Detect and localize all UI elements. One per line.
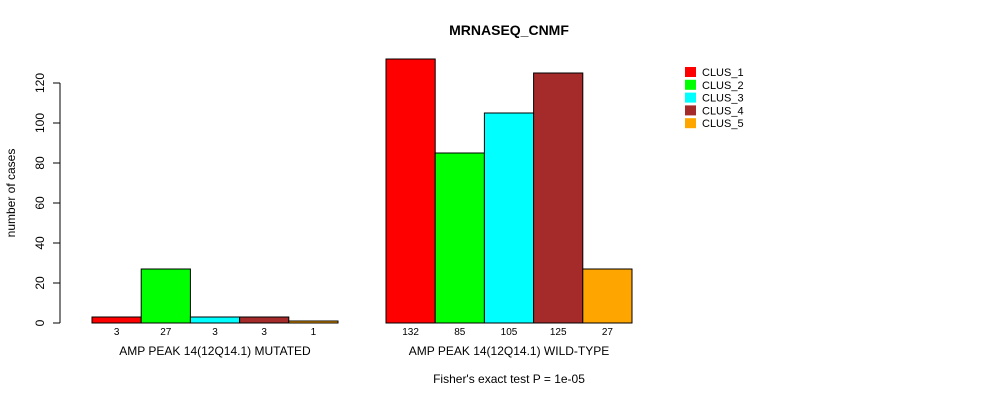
group-label: AMP PEAK 14(12Q14.1) MUTATED [119,344,311,358]
bar-value-label: 3 [261,327,267,338]
bar [582,268,633,324]
bar-value-label: 85 [454,327,466,338]
bar [434,152,485,324]
bar [385,58,436,324]
legend-label: CLUS_3 [702,93,744,105]
legend-swatch [685,118,696,129]
y-tick-label: 60 [33,196,47,210]
legend-label: CLUS_4 [702,105,744,117]
bar-value-label: 1 [311,327,317,338]
bar-value-label: 27 [602,327,614,338]
y-tick-label: 120 [33,73,47,93]
legend-swatch [685,105,696,116]
legend-label: CLUS_5 [702,118,744,130]
y-tick-label: 0 [33,319,47,326]
bar-value-label: 125 [550,327,567,338]
y-tick-label: 40 [33,236,47,250]
bar [91,316,142,324]
y-tick-label: 80 [33,156,47,170]
chart-title: MRNASEQ_CNMF [449,22,569,38]
group-label: AMP PEAK 14(12Q14.1) WILD-TYPE [409,344,610,358]
legend-swatch [685,67,696,77]
legend-label: CLUS_2 [702,80,744,92]
bar-value-label: 27 [160,327,172,338]
footnote: Fisher's exact test P = 1e-05 [433,372,585,386]
y-tick-label: 20 [33,276,47,290]
bar [483,112,535,324]
bar [288,320,339,324]
bar-value-label: 132 [402,327,419,338]
bar [533,72,584,324]
bar-value-label: 3 [212,327,218,338]
legend-swatch [685,92,696,103]
bar [140,268,191,324]
y-axis: 0 20 40 60 80 100 120 [33,73,61,326]
legend-swatch [685,79,696,90]
bars [91,58,633,324]
bar [239,316,290,324]
y-axis-label: number of cases [4,149,18,238]
y-tick-label: 100 [33,113,47,133]
bar-value-label: 3 [114,327,120,338]
group-labels: AMP PEAK 14(12Q14.1) MUTATED AMP PEAK 14(… [119,344,609,358]
bar [189,316,241,324]
bar-value-label: 105 [501,327,518,338]
value-labels: 3 27 3 3 1 132 85 105 125 27 [114,327,614,338]
legend-label: CLUS_1 [702,67,744,79]
